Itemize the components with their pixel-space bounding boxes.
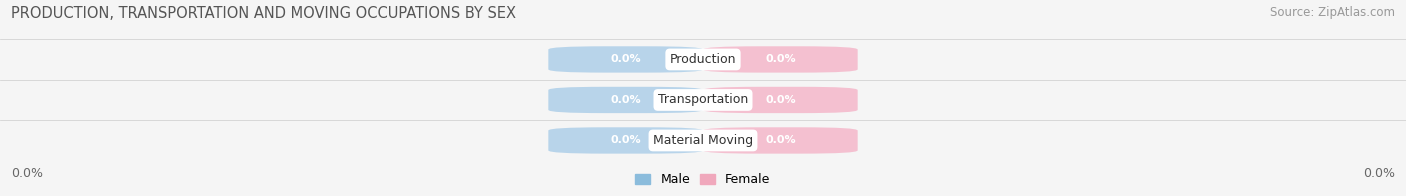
Text: 0.0%: 0.0%: [610, 135, 641, 145]
FancyBboxPatch shape: [548, 46, 703, 73]
Text: 0.0%: 0.0%: [610, 54, 641, 64]
Text: 0.0%: 0.0%: [1362, 167, 1395, 180]
Text: 0.0%: 0.0%: [11, 167, 44, 180]
FancyBboxPatch shape: [548, 87, 703, 113]
Text: Transportation: Transportation: [658, 93, 748, 106]
Text: 0.0%: 0.0%: [610, 95, 641, 105]
FancyBboxPatch shape: [703, 87, 858, 113]
FancyBboxPatch shape: [548, 127, 703, 154]
Text: Material Moving: Material Moving: [652, 134, 754, 147]
Text: Source: ZipAtlas.com: Source: ZipAtlas.com: [1270, 6, 1395, 19]
Text: 0.0%: 0.0%: [765, 54, 796, 64]
Text: 0.0%: 0.0%: [765, 95, 796, 105]
Legend: Male, Female: Male, Female: [631, 169, 775, 190]
FancyBboxPatch shape: [703, 46, 858, 73]
Text: Production: Production: [669, 53, 737, 66]
FancyBboxPatch shape: [703, 127, 858, 154]
Text: 0.0%: 0.0%: [765, 135, 796, 145]
Text: PRODUCTION, TRANSPORTATION AND MOVING OCCUPATIONS BY SEX: PRODUCTION, TRANSPORTATION AND MOVING OC…: [11, 6, 516, 21]
